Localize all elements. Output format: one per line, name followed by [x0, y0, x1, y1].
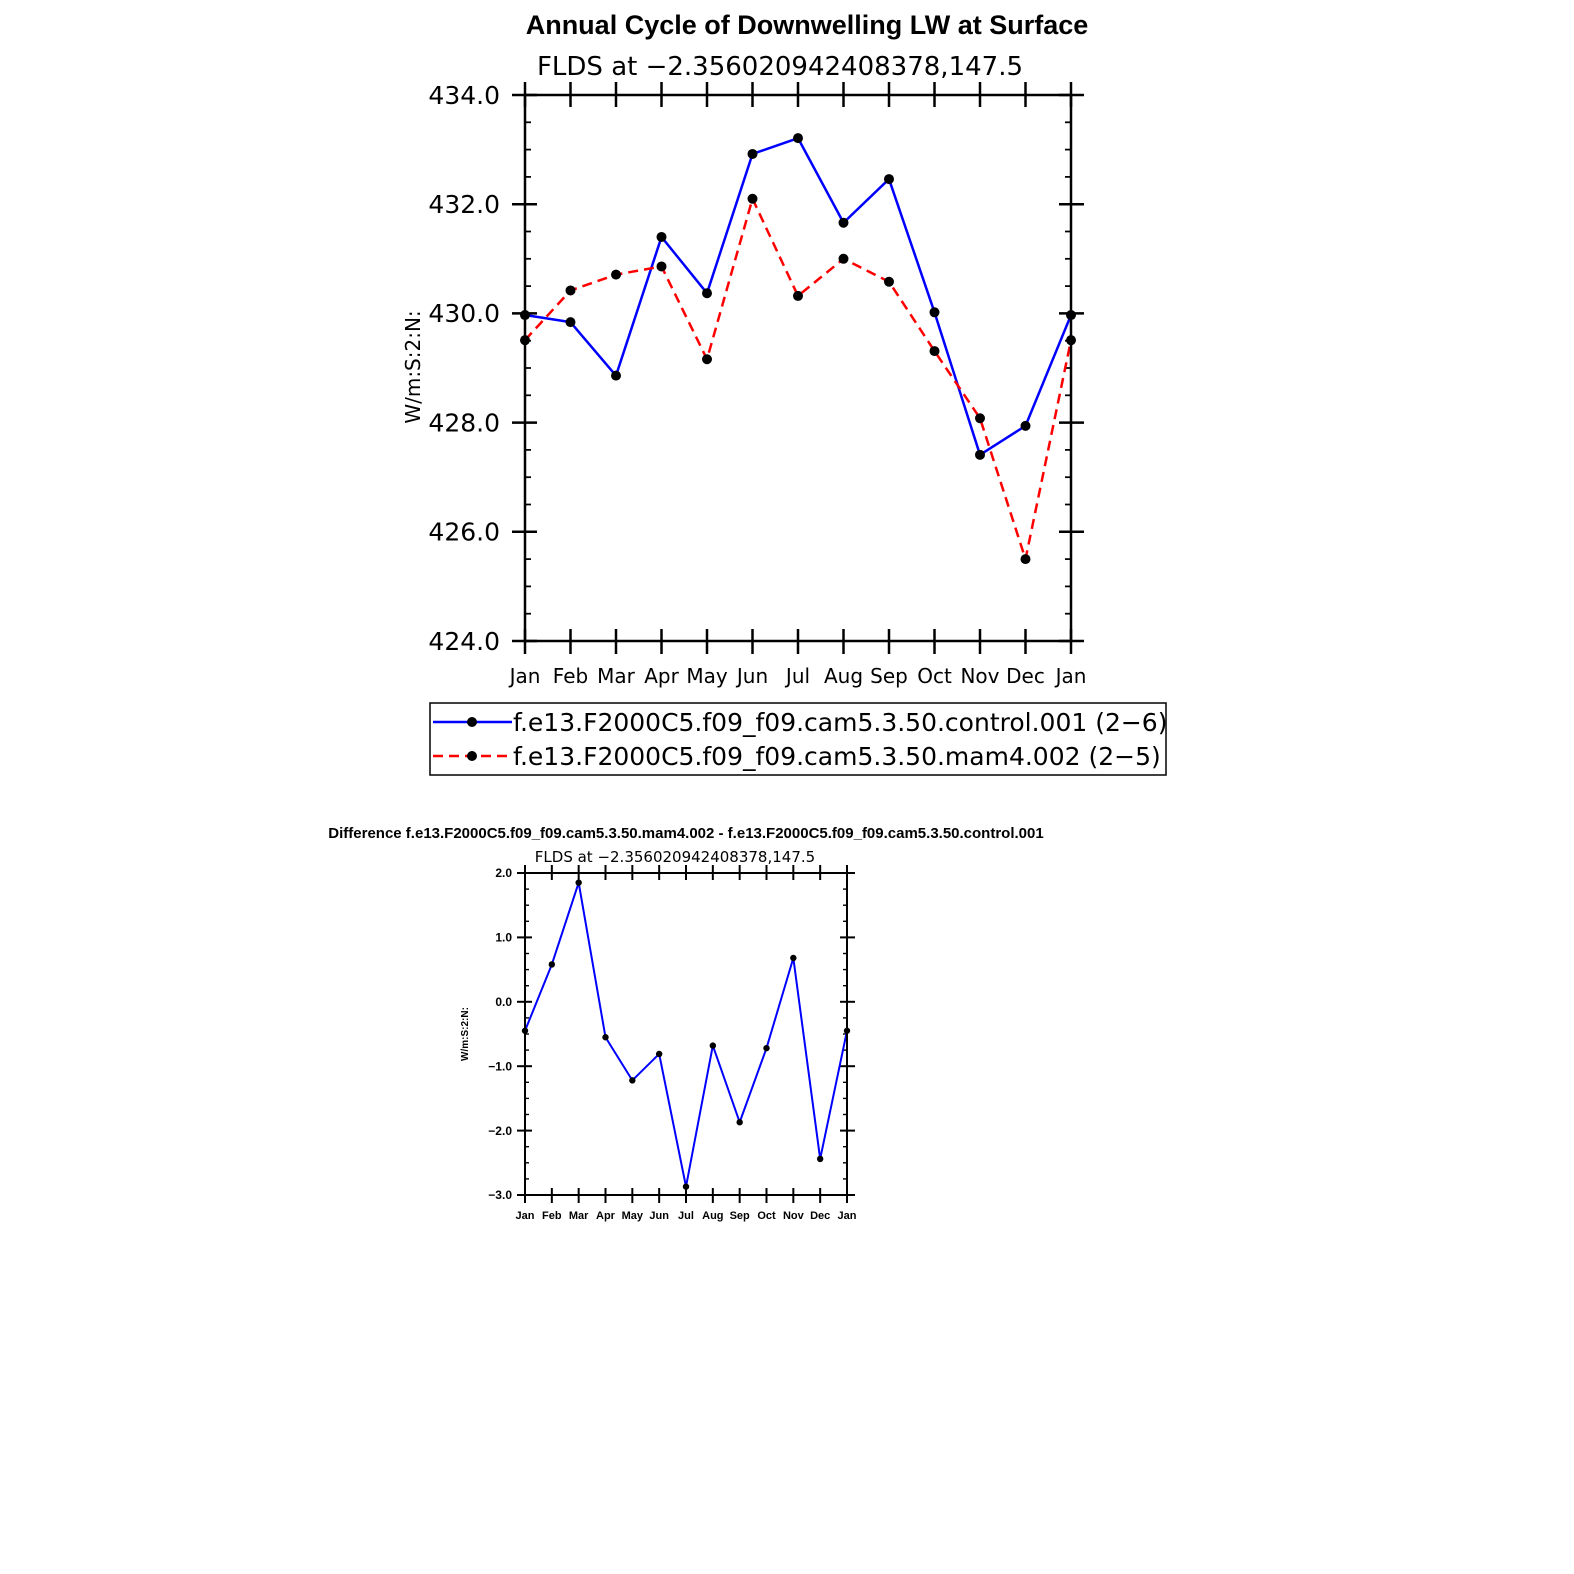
series-0-point [702, 288, 712, 299]
x-tick-label: Sep [870, 664, 908, 688]
series-1-point [838, 253, 849, 264]
series-0-point [656, 231, 667, 242]
series-1-point [1020, 554, 1031, 565]
x-tick-label: Apr [644, 664, 679, 688]
chart2-x-tick-labels: Jan Feb Mar Apr May Jun Jul Aug Sep Oct Nov Dec Jan [516, 1210, 857, 1222]
series-0-point [575, 879, 582, 886]
chart2-title: Difference f.e13.F2000C5.f09_f09.cam5.3.… [328, 825, 1043, 842]
y-tick-label: 428.0 [428, 408, 500, 437]
series-1-point [929, 346, 940, 357]
y-tick-label: 426.0 [428, 518, 500, 547]
series-0-point [747, 148, 758, 159]
series-0-point [682, 1183, 690, 1190]
chart1-y-axis-label: W/m:S:2:N: [401, 310, 425, 423]
chart2-y-tick-labels: −3.0 −2.0 −1.0 0.0 1.0 2.0 [488, 866, 512, 1202]
x-tick-label: Feb [553, 664, 588, 688]
legend-label-mam4: f.e13.F2000C5.f09_f09.cam5.3.50.mam4.002… [513, 742, 1161, 771]
series-1-point [656, 261, 667, 272]
y-tick-label: 432.0 [428, 190, 500, 219]
x-tick-label: Mar [569, 1210, 589, 1222]
x-tick-label: Apr [596, 1210, 616, 1222]
chart1-subtitle: FLDS at −2.356020942408378,147.5 [537, 52, 1023, 82]
series-line-0 [524, 881, 848, 1188]
x-tick-label: Nov [783, 1210, 805, 1222]
series-1-point [611, 269, 621, 280]
series-0-point [816, 1155, 824, 1163]
x-tick-label: Aug [824, 664, 863, 688]
y-tick-label: 430.0 [428, 299, 500, 328]
y-tick-label: −2.0 [488, 1124, 512, 1138]
x-tick-label: May [622, 1210, 644, 1222]
annual-cycle-chart: Annual Cycle of Downwelling LW at Surfac… [401, 10, 1167, 776]
x-tick-label: Nov [960, 664, 999, 688]
x-tick-label: Jun [735, 664, 768, 688]
y-tick-label: 2.0 [495, 866, 512, 880]
x-tick-label: Jul [678, 1210, 694, 1222]
series-0-point [548, 961, 556, 968]
series-0-point [565, 317, 576, 328]
series-0-point [736, 1119, 743, 1126]
x-tick-label: Oct [917, 664, 952, 688]
legend-marker-control [467, 717, 477, 727]
chart1-y-tick-labels: 424.0 426.0 428.0 430.0 432.0 434.0 [428, 81, 500, 656]
chart1-legend: f.e13.F2000C5.f09_f09.cam5.3.50.control.… [429, 702, 1167, 776]
x-tick-label: Oct [757, 1210, 776, 1222]
chart2-series-group [521, 879, 851, 1190]
x-tick-label: Mar [597, 664, 636, 688]
series-0-point [929, 307, 940, 318]
series-0-point [838, 217, 849, 228]
x-tick-label: Jan [1054, 664, 1087, 688]
series-1-point [975, 413, 985, 424]
series-1-point [702, 354, 712, 365]
y-tick-label: 424.0 [428, 627, 500, 656]
chart2-plot-frame [524, 872, 848, 1196]
y-tick-label: −1.0 [488, 1059, 512, 1073]
chart1-x-tick-labels: Jan Feb Mar Apr May Jun Jul Aug Sep Oct Nov Dec Jan [508, 664, 1087, 688]
legend-label-control: f.e13.F2000C5.f09_f09.cam5.3.50.control.… [513, 708, 1167, 737]
series-0-point [790, 954, 797, 962]
x-tick-label: Jul [784, 664, 810, 688]
y-tick-label: 0.0 [495, 995, 512, 1009]
series-line-1 [524, 197, 1073, 561]
difference-chart: Difference f.e13.F2000C5.f09_f09.cam5.3.… [328, 825, 1043, 1222]
series-1-point [793, 290, 803, 301]
series-0-point [655, 1050, 663, 1058]
legend-marker-mam4 [467, 751, 477, 761]
chart1-series-group [520, 133, 1076, 565]
series-1-point [884, 276, 894, 287]
series-0-point [1020, 420, 1031, 431]
y-tick-label: 434.0 [428, 81, 500, 110]
series-0-point [709, 1042, 717, 1049]
y-tick-label: −3.0 [488, 1188, 512, 1202]
chart2-subtitle: FLDS at −2.356020942408378,147.5 [535, 848, 815, 866]
x-tick-label: Jan [838, 1210, 857, 1222]
x-tick-label: Feb [542, 1210, 562, 1222]
series-0-point [793, 133, 803, 144]
series-0-point [763, 1044, 770, 1052]
chart2-y-axis-label: W/m:S:2:N: [460, 1007, 471, 1061]
x-tick-label: Jan [516, 1210, 535, 1222]
series-1-point [747, 193, 758, 204]
x-tick-label: Dec [1006, 664, 1045, 688]
x-tick-label: Aug [702, 1210, 723, 1222]
series-0-point [629, 1077, 636, 1084]
series-0-point [975, 449, 985, 460]
x-tick-label: Jun [649, 1210, 669, 1222]
chart1-title: Annual Cycle of Downwelling LW at Surfac… [526, 10, 1089, 40]
legend-box [429, 702, 1167, 776]
x-tick-label: Jan [508, 664, 541, 688]
x-tick-label: Sep [730, 1210, 750, 1222]
chart1-plot-frame [523, 93, 1073, 643]
chart1-axis-ticks [512, 82, 1084, 654]
series-0-point [884, 174, 894, 185]
series-0-point [611, 370, 621, 381]
x-tick-label: May [686, 664, 728, 688]
y-tick-label: 1.0 [495, 931, 512, 945]
series-1-point [565, 285, 576, 296]
x-tick-label: Dec [810, 1210, 830, 1222]
series-0-point [602, 1034, 609, 1041]
